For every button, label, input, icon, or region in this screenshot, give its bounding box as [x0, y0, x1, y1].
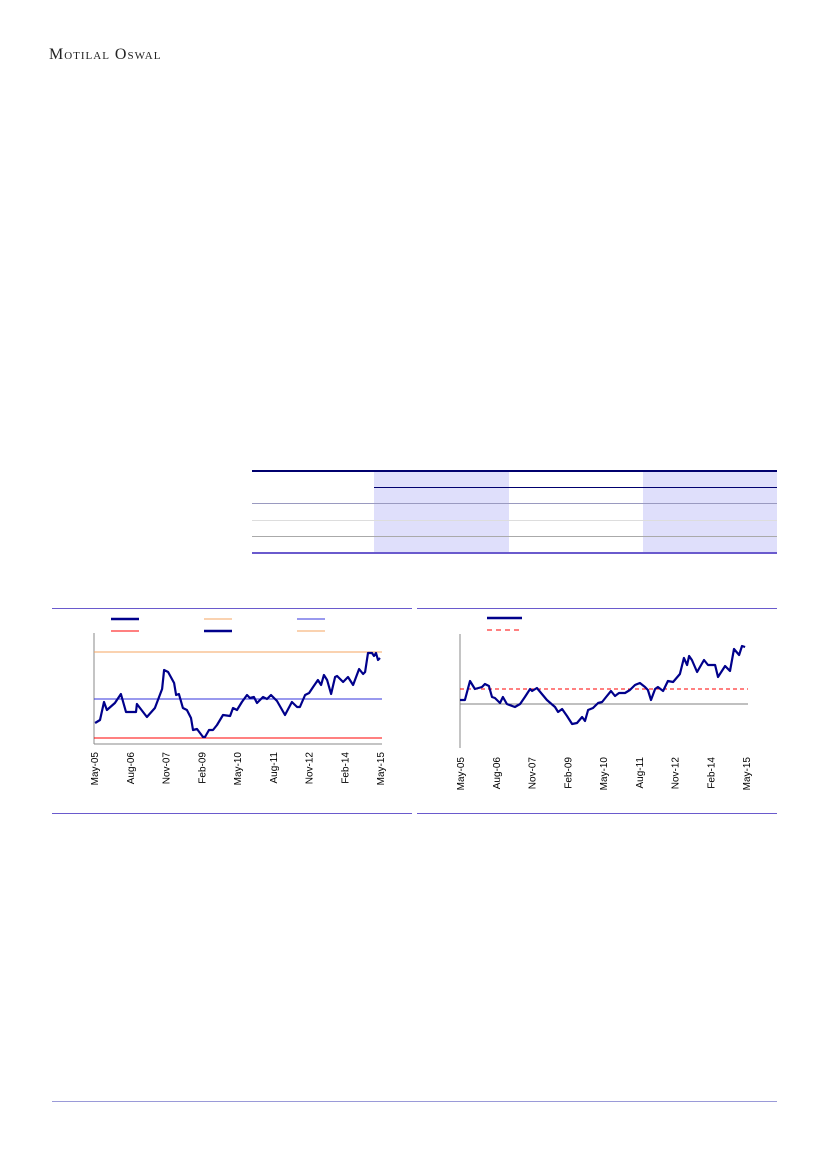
- chart2-x-tick-label: May-05: [456, 757, 467, 791]
- chart1-x-tick-label: May-05: [90, 752, 101, 786]
- table-row-rule: [252, 536, 777, 537]
- chart2-x-tick-label: Feb-14: [706, 757, 717, 789]
- chart2-x-tick-label: May-15: [742, 757, 753, 791]
- table-header-rule: [252, 503, 777, 504]
- chart2-x-tick-label: Aug-11: [635, 757, 646, 789]
- chart2-x-tick-label: Aug-06: [492, 757, 503, 790]
- company-logo: Motilal Oswal: [49, 46, 162, 63]
- chart1-series-line: [94, 651, 381, 739]
- table-row-rule: [252, 520, 777, 521]
- chart1-x-tick-label: Feb-14: [340, 752, 351, 784]
- chart2-series-line: [460, 644, 746, 726]
- chart1-x-tick-label: Aug-06: [126, 752, 137, 785]
- table-bottom-rule: [252, 552, 777, 554]
- chart2-x-tick-label: May-10: [599, 757, 610, 791]
- table-subheader-rule: [374, 487, 777, 488]
- chart1-frame-top: [52, 608, 412, 609]
- chart1-x-tick-label: Aug-11: [269, 752, 280, 784]
- chart1-x-tick-label: May-15: [376, 752, 387, 786]
- chart1-x-tick-label: Feb-09: [197, 752, 208, 784]
- chart1-frame-bottom: [52, 813, 412, 814]
- chart2-x-tick-label: Feb-09: [563, 757, 574, 789]
- chart2-frame-top: [417, 608, 777, 609]
- chart2-frame-bottom: [417, 813, 777, 814]
- table-shaded-column-2: [643, 471, 777, 553]
- table-shaded-column-1: [374, 471, 509, 553]
- chart1-x-tick-label: May-10: [233, 752, 244, 786]
- chart2-x-tick-label: Nov-12: [671, 757, 682, 790]
- chart2-x-tick-label: Nov-07: [528, 757, 539, 790]
- table-top-rule: [252, 470, 777, 472]
- chart1-x-tick-label: Nov-07: [162, 752, 173, 785]
- footer-rule: [52, 1101, 777, 1102]
- chart1-x-tick-label: Nov-12: [305, 752, 316, 785]
